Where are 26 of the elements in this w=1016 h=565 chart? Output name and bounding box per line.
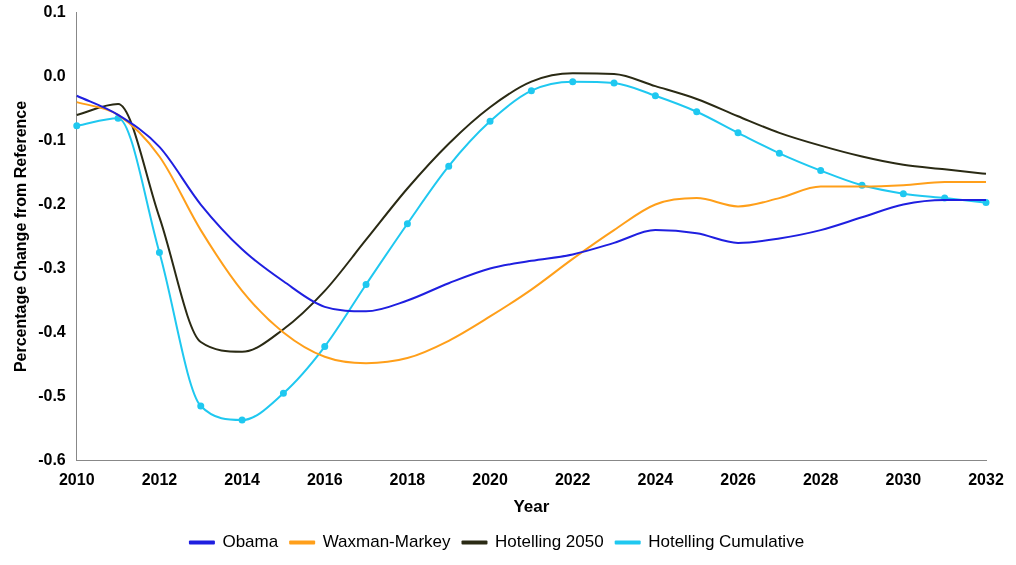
- x-tick-label: 2024: [637, 471, 674, 489]
- y-tick-label: 0.1: [43, 3, 66, 21]
- legend-label: Waxman-Markey: [322, 532, 451, 552]
- x-tick-label: 2030: [885, 471, 922, 489]
- y-tick-label: -0.6: [38, 450, 66, 468]
- y-tick-label: -0.4: [38, 322, 66, 340]
- x-tick-label: 2028: [802, 471, 839, 489]
- legend-label: Hotelling Cumulative: [648, 532, 805, 552]
- y-tick-label: 0.0: [43, 66, 66, 84]
- x-tick-label: 2010: [58, 471, 95, 489]
- y-tick-label: -0.5: [38, 386, 66, 404]
- legend-label: Obama: [222, 532, 279, 552]
- x-tick-label: 2016: [306, 471, 343, 489]
- x-tick-label: 2014: [224, 471, 260, 489]
- legend-label: Hotelling 2050: [494, 532, 604, 552]
- x-tick-label: 2032: [968, 471, 1004, 489]
- x-axis-title: Year: [513, 497, 550, 517]
- y-axis-title: Percentage Change from Reference: [12, 100, 30, 373]
- y-tick-label: -0.1: [38, 130, 66, 148]
- x-tick-label: 2026: [720, 471, 756, 489]
- x-tick-label: 2018: [389, 471, 426, 489]
- y-tick-label: -0.3: [38, 258, 66, 276]
- y-tick-label: -0.2: [38, 194, 66, 212]
- x-tick-label: 2020: [472, 471, 508, 489]
- x-tick-label: 2022: [554, 471, 591, 489]
- x-tick-label: 2012: [141, 471, 178, 489]
